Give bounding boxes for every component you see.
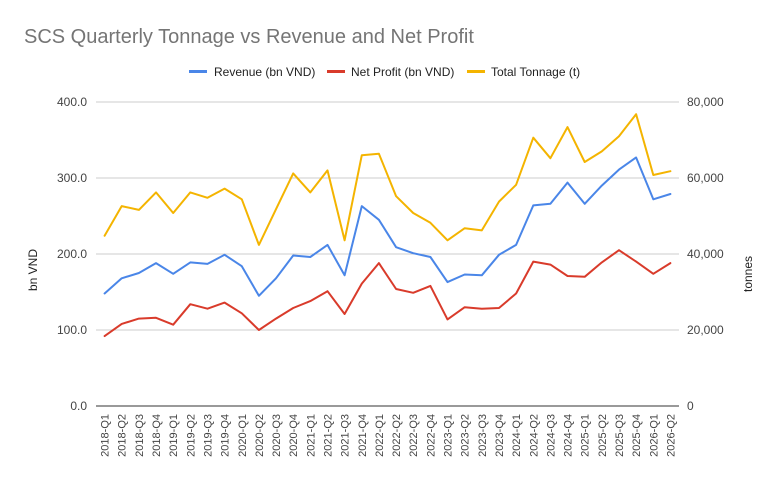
x-tick-label: 2024-Q4 bbox=[563, 414, 575, 457]
legend-label-tonnage: Total Tonnage (t) bbox=[491, 65, 580, 79]
x-tick-label: 2024-Q2 bbox=[528, 414, 540, 457]
x-tick-label: 2018-Q4 bbox=[151, 414, 163, 457]
legend-item-revenue[interactable]: Revenue (bn VND) bbox=[189, 65, 315, 79]
x-tick-label: 2018-Q2 bbox=[117, 414, 129, 457]
legend-label-revenue: Revenue (bn VND) bbox=[214, 65, 315, 79]
x-tick-label: 2022-Q1 bbox=[374, 414, 386, 457]
series-line-1 bbox=[103, 249, 672, 338]
x-tick-label: 2023-Q4 bbox=[494, 414, 506, 457]
series-line-0 bbox=[103, 156, 672, 297]
y-left-tick-label: 100.0 bbox=[57, 323, 87, 337]
y-axis-right-label: tonnes bbox=[741, 256, 755, 292]
series-line-2 bbox=[103, 113, 672, 246]
x-tick-label: 2018-Q3 bbox=[134, 414, 146, 457]
y-left-tick-label: 200.0 bbox=[57, 247, 87, 261]
legend-label-net-profit: Net Profit (bn VND) bbox=[351, 65, 454, 79]
series-lines bbox=[103, 113, 672, 338]
x-tick-label: 2024-Q3 bbox=[545, 414, 557, 457]
y-left-tick-label: 400.0 bbox=[57, 95, 87, 109]
x-tick-label: 2019-Q4 bbox=[220, 414, 232, 457]
legend-item-net-profit[interactable]: Net Profit (bn VND) bbox=[327, 65, 454, 79]
x-tick-label: 2025-Q1 bbox=[580, 414, 592, 457]
y-left-tick-label: 300.0 bbox=[57, 171, 87, 185]
legend-swatch-tonnage bbox=[467, 70, 485, 73]
x-tick-label: 2021-Q3 bbox=[340, 414, 352, 457]
x-tick-label: 2025-Q3 bbox=[614, 414, 626, 457]
x-tick-label: 2019-Q1 bbox=[168, 414, 180, 457]
x-tick-label: 2025-Q2 bbox=[597, 414, 609, 457]
x-tick-label: 2020-Q1 bbox=[237, 414, 249, 457]
y-left-tick-label: 0.0 bbox=[70, 399, 87, 413]
x-tick-label: 2023-Q2 bbox=[460, 414, 472, 457]
x-tick-label: 2018-Q1 bbox=[100, 414, 112, 457]
x-tick-label: 2019-Q2 bbox=[185, 414, 197, 457]
legend-item-tonnage[interactable]: Total Tonnage (t) bbox=[467, 65, 580, 79]
y-right-tick-label: 20,000 bbox=[687, 323, 724, 337]
x-tick-label: 2021-Q4 bbox=[357, 414, 369, 457]
x-tick-label: 2021-Q1 bbox=[305, 414, 317, 457]
legend-swatch-revenue bbox=[189, 70, 207, 73]
x-tick-label: 2026-Q2 bbox=[665, 414, 677, 457]
legend: Revenue (bn VND) Net Profit (bn VND) Tot… bbox=[189, 65, 580, 79]
x-tick-label: 2023-Q1 bbox=[443, 414, 455, 457]
y-right-tick-label: 0 bbox=[687, 399, 694, 413]
x-tick-label: 2019-Q3 bbox=[202, 414, 214, 457]
x-tick-label: 2024-Q1 bbox=[511, 414, 523, 457]
gridlines bbox=[96, 101, 679, 407]
y-right-tick-label: 80,000 bbox=[687, 95, 724, 109]
x-axis-ticks: 2018-Q1 2018-Q2 2018-Q3 2018-Q4 2019-Q1 2019-… bbox=[100, 414, 678, 457]
y-axis-right-ticks: 0 20,000 40,000 60,000 80,000 bbox=[687, 95, 724, 413]
x-tick-label: 2021-Q2 bbox=[322, 414, 334, 457]
x-tick-label: 2020-Q3 bbox=[271, 414, 283, 457]
y-axis-left-label: bn VND bbox=[26, 249, 40, 291]
y-right-tick-label: 40,000 bbox=[687, 247, 724, 261]
x-tick-label: 2022-Q2 bbox=[391, 414, 403, 457]
legend-swatch-net-profit bbox=[327, 70, 345, 73]
x-tick-label: 2026-Q1 bbox=[648, 414, 660, 457]
x-tick-label: 2020-Q4 bbox=[288, 414, 300, 457]
chart-title: SCS Quarterly Tonnage vs Revenue and Net… bbox=[24, 26, 474, 48]
y-axis-left-ticks: 0.0 100.0 200.0 300.0 400.0 bbox=[57, 95, 87, 413]
x-tick-label: 2020-Q2 bbox=[254, 414, 266, 457]
y-right-tick-label: 60,000 bbox=[687, 171, 724, 185]
x-tick-label: 2022-Q4 bbox=[425, 414, 437, 457]
x-tick-label: 2023-Q3 bbox=[477, 414, 489, 457]
x-tick-label: 2025-Q4 bbox=[631, 414, 643, 457]
x-tick-label: 2022-Q3 bbox=[408, 414, 420, 457]
